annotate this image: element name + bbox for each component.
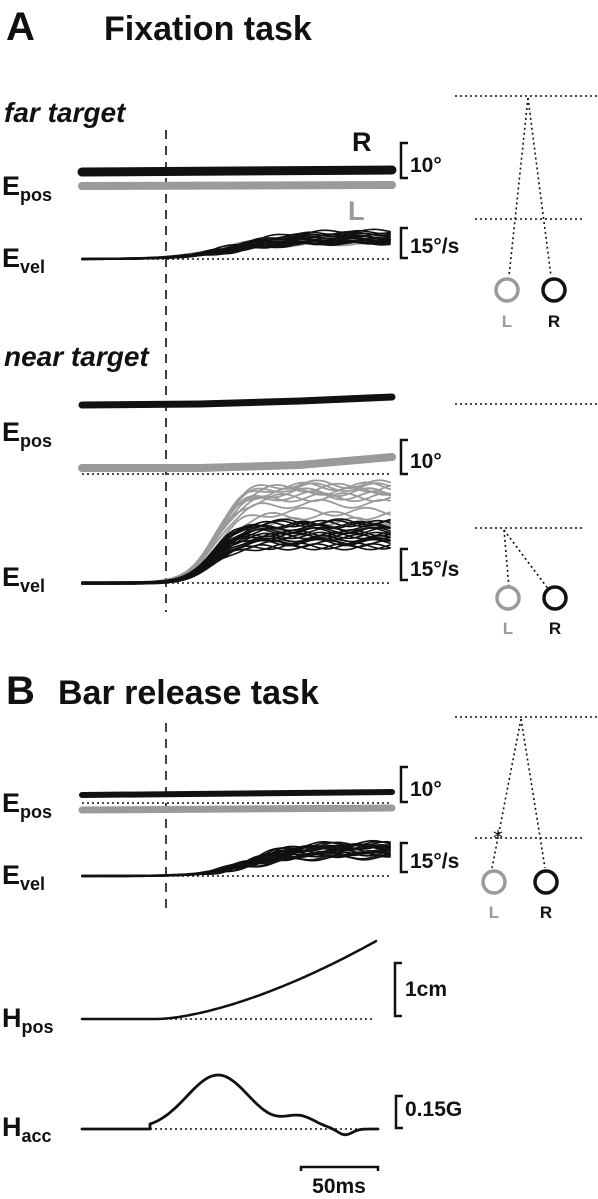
near-pos-scale-label: 10° xyxy=(410,450,442,473)
near-epos-right-trace xyxy=(78,393,396,409)
far-eye-right-label: R xyxy=(548,312,560,331)
far-evel-label: Evel xyxy=(2,243,45,277)
far-epos-right-trace xyxy=(77,165,397,177)
time-scale-label: 50ms xyxy=(312,1175,366,1198)
hacc-main: H xyxy=(2,1112,22,1142)
bar-epos-right-trace xyxy=(79,789,395,798)
far-target-label: far target xyxy=(4,97,127,128)
far-vel-scale-label: 15°/s xyxy=(410,235,459,258)
near-evel-label: Evel xyxy=(2,562,45,596)
bar-eye-left-label: L xyxy=(489,903,499,922)
panel-a-title: Fixation task xyxy=(104,10,312,48)
far-left-eye-icon xyxy=(494,277,520,303)
bar-right-eye-icon xyxy=(533,869,559,895)
bar-fixation-asterisk-icon: * xyxy=(493,826,503,850)
bar-vel-scale-label: 15°/s xyxy=(410,850,459,873)
far-left-eye-trace-label: L xyxy=(348,196,365,226)
near-eye-left-label: L xyxy=(503,619,513,638)
far-left-sightline xyxy=(508,97,529,277)
hacc-label: Hacc xyxy=(2,1112,52,1146)
hpos-label: Hpos xyxy=(2,1003,54,1037)
bar-pos-scale-label: 10° xyxy=(410,778,442,801)
hpos-scale-label: 1cm xyxy=(405,978,447,1001)
near-evel-right-trace-21 xyxy=(81,538,391,585)
time-scale-bar xyxy=(299,1165,380,1171)
near-pos-scale-bar xyxy=(399,438,408,476)
near-left-eye-icon xyxy=(495,585,521,611)
bar-epos-main: E xyxy=(2,788,20,818)
bar-pos-scale-bar xyxy=(399,765,408,804)
bar-evel-label: Evel xyxy=(2,860,45,894)
hacc-scale-label: 0.15G xyxy=(405,1098,462,1121)
near-vel-scale-label: 15°/s xyxy=(410,558,459,581)
bar-epos-left-trace xyxy=(78,804,396,814)
hacc-sub: acc xyxy=(22,1126,52,1146)
bar-evel-main: E xyxy=(2,860,20,890)
bar-left-sightline xyxy=(491,718,522,869)
bar-eye-right-label: R xyxy=(540,903,552,922)
far-pos-scale-bar xyxy=(399,141,408,180)
hpos-sub: pos xyxy=(22,1017,54,1037)
bar-epos-sub: pos xyxy=(20,802,52,822)
near-evel-right-trace-3 xyxy=(81,526,391,584)
hpos-trace xyxy=(80,939,378,1021)
far-evel-sub: vel xyxy=(20,257,45,277)
bar-evel-sub: vel xyxy=(20,874,45,894)
near-right-eye-icon xyxy=(542,585,568,611)
traces-layer xyxy=(77,165,397,1137)
hacc-scale-bar xyxy=(394,1094,403,1130)
far-evel-main: E xyxy=(2,243,20,273)
near-target-label: near target xyxy=(4,341,150,372)
far-epos-label: Epos xyxy=(2,171,52,205)
near-eye-right-label: R xyxy=(549,619,561,638)
near-epos-left-trace xyxy=(78,453,396,472)
near-right-sightline xyxy=(503,529,550,591)
near-epos-main: E xyxy=(2,417,20,447)
far-epos-main: E xyxy=(2,171,20,201)
far-epos-left-trace xyxy=(78,181,396,190)
near-epos-sub: pos xyxy=(20,431,52,451)
near-evel-main: E xyxy=(2,562,20,592)
near-left-sightline xyxy=(503,529,510,589)
near-evel-sub: vel xyxy=(20,576,45,596)
bar-left-eye-icon xyxy=(481,869,507,895)
bar-epos-label: Epos xyxy=(2,788,52,822)
far-eye-left-label: L xyxy=(502,312,512,331)
panel-b-title: Bar release task xyxy=(58,674,319,712)
bar-right-sightline xyxy=(520,718,546,869)
panel-a-letter: A xyxy=(6,5,35,49)
far-right-eye-trace-label: R xyxy=(352,127,372,157)
bar-vel-scale-bar xyxy=(399,841,408,874)
far-vel-scale-bar xyxy=(399,226,408,260)
far-pos-scale-label: 10° xyxy=(410,154,442,177)
hpos-scale-bar xyxy=(393,961,402,1018)
panel-b-letter: B xyxy=(6,669,35,713)
hacc-trace xyxy=(80,1073,380,1137)
far-right-eye-icon xyxy=(541,277,567,303)
near-vel-scale-bar xyxy=(399,547,408,582)
far-evel-right-trace-17 xyxy=(81,239,391,260)
far-epos-sub: pos xyxy=(20,185,52,205)
hpos-main: H xyxy=(2,1003,22,1033)
far-right-sightline xyxy=(527,97,552,277)
bar-evel-trace-19 xyxy=(81,839,391,877)
near-epos-label: Epos xyxy=(2,417,52,451)
